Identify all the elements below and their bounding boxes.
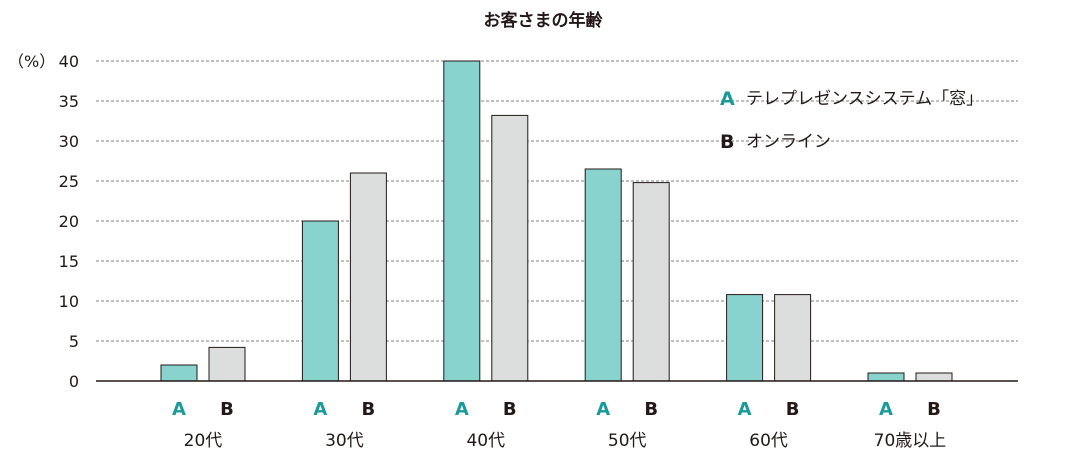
y-tick-label: 10 bbox=[59, 292, 79, 311]
y-axis-label: （%） bbox=[8, 52, 55, 71]
y-tick-labels: 0 5 10 15 20 25 30 35 40 bbox=[59, 52, 79, 391]
category-label: 70歳以上 bbox=[874, 431, 947, 451]
legend-label-b: オンライン bbox=[746, 132, 831, 152]
y-tick-label: 25 bbox=[59, 172, 79, 191]
bar-key-label: A bbox=[738, 399, 752, 420]
bar-b bbox=[491, 114, 529, 382]
y-tick-label: 35 bbox=[59, 92, 79, 111]
bar-b bbox=[774, 294, 812, 382]
y-tick-label: 20 bbox=[59, 212, 79, 231]
bar-key-label: B bbox=[220, 399, 234, 420]
bar-key-label: B bbox=[927, 399, 941, 420]
bar-key-label: B bbox=[362, 399, 376, 420]
legend-label-a: テレプレゼンスシステム「窓」 bbox=[746, 89, 983, 109]
bar-key-label: A bbox=[879, 399, 893, 420]
bar-key-label: A bbox=[455, 399, 469, 420]
category-label: 50代 bbox=[608, 431, 647, 451]
bar-a bbox=[160, 364, 198, 382]
chart-title: お客さまの年齢 bbox=[484, 10, 604, 31]
category-label: 60代 bbox=[749, 431, 788, 451]
category-label: 20代 bbox=[184, 431, 223, 451]
bar-key-label: A bbox=[596, 399, 610, 420]
bar-a bbox=[584, 168, 622, 382]
bar-b bbox=[349, 172, 387, 382]
bar-a bbox=[867, 372, 905, 382]
y-tick-label: 0 bbox=[69, 372, 79, 391]
y-tick-label: 30 bbox=[59, 132, 79, 151]
y-tick-label: 15 bbox=[59, 252, 79, 271]
bar-b bbox=[208, 346, 246, 382]
category-label: 30代 bbox=[325, 431, 364, 451]
x-tick-labels: A B 20代 A B 30代 A B 40代 A B 50代 A B 60代 A B 70歳以上 bbox=[172, 399, 946, 451]
bar-key-label: A bbox=[172, 399, 186, 420]
bar-key-label: B bbox=[644, 399, 658, 420]
legend-key-b: B bbox=[720, 131, 734, 153]
bar-a bbox=[443, 60, 481, 382]
bar-b bbox=[915, 372, 953, 382]
bar-key-label: A bbox=[313, 399, 327, 420]
y-tick-label: 5 bbox=[69, 332, 79, 351]
bar-b bbox=[632, 182, 670, 382]
legend-key-a: A bbox=[720, 88, 735, 110]
legend: A テレプレゼンスシステム「窓」 B オンライン bbox=[720, 88, 983, 153]
bar-key-label: B bbox=[786, 399, 800, 420]
bar-a bbox=[726, 294, 764, 382]
gridlines bbox=[96, 60, 1018, 342]
bar-a bbox=[301, 220, 339, 382]
category-label: 40代 bbox=[466, 431, 505, 451]
bar-key-label: B bbox=[503, 399, 517, 420]
y-tick-label: 40 bbox=[59, 52, 79, 71]
